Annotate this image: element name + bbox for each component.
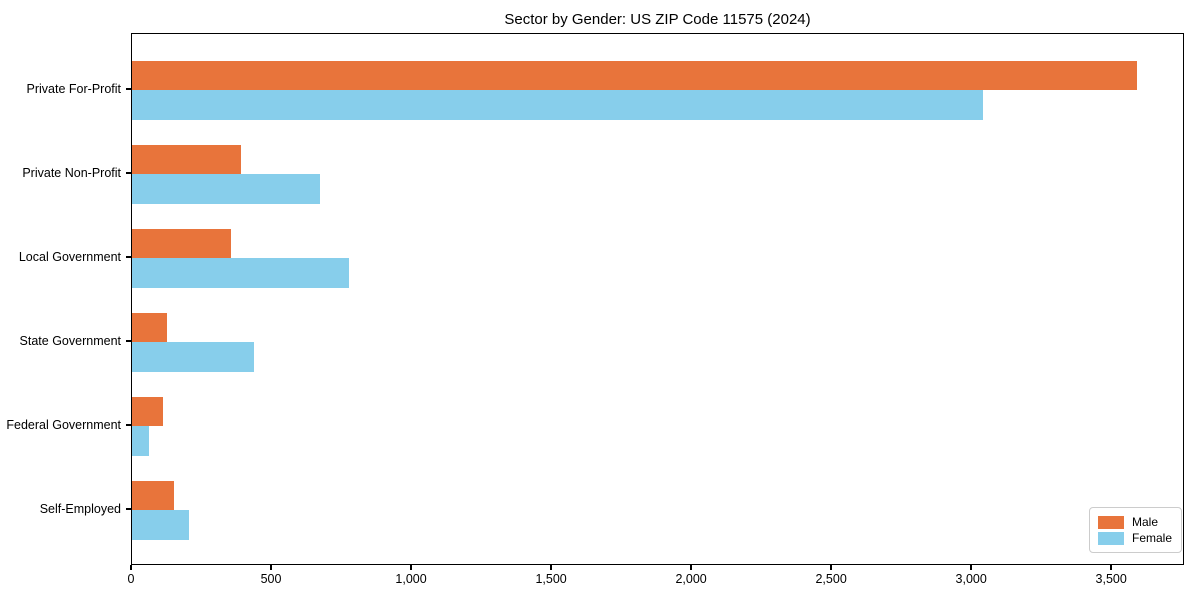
y-axis-tick	[126, 256, 131, 258]
legend: Male Female	[1089, 507, 1182, 553]
bar-male-private-for-profit	[132, 60, 1138, 90]
bar-female-federal-government	[132, 426, 149, 456]
x-axis-tick-label: 1,000	[395, 572, 427, 586]
bar-male-state-government	[132, 312, 167, 342]
y-axis-label-federal-government: Federal Government	[6, 417, 121, 432]
x-axis-tick-label: 3,500	[1095, 572, 1127, 586]
y-axis-label-private-for-profit: Private For-Profit	[26, 81, 121, 96]
x-axis-tick	[830, 565, 832, 570]
bar-female-self-employed	[132, 510, 190, 540]
bar-male-local-government	[132, 228, 232, 258]
y-axis-tick	[126, 508, 131, 510]
legend-swatch-male	[1098, 515, 1124, 529]
bar-female-state-government	[132, 342, 254, 372]
bar-male-private-non-profit	[132, 144, 242, 174]
y-axis-label-self-employed: Self-Employed	[39, 501, 121, 516]
x-axis-tick	[970, 565, 972, 570]
y-axis-label-local-government: Local Government	[18, 249, 121, 264]
x-axis-tick-label: 3,000	[955, 572, 987, 586]
legend-label-female: Female	[1132, 531, 1173, 545]
x-axis-tick	[410, 565, 412, 570]
y-axis-tick	[126, 340, 131, 342]
x-axis-tick	[1110, 565, 1112, 570]
legend-swatch-female	[1098, 531, 1124, 545]
x-axis-tick-label: 1,500	[535, 572, 567, 586]
plot-area	[131, 33, 1184, 565]
x-axis-tick-label: 2,500	[815, 572, 847, 586]
bar-male-federal-government	[132, 396, 163, 426]
chart-title: Sector by Gender: US ZIP Code 11575 (202…	[504, 11, 811, 28]
bar-female-private-for-profit	[132, 90, 984, 120]
bar-female-local-government	[132, 258, 349, 288]
y-axis-label-private-non-profit: Private Non-Profit	[22, 165, 121, 180]
x-axis-tick	[690, 565, 692, 570]
x-axis-tick-label: 500	[260, 572, 282, 586]
bar-female-private-non-profit	[132, 174, 320, 204]
x-axis-tick-label: 0	[127, 572, 135, 586]
y-axis-tick	[126, 424, 131, 426]
bar-male-self-employed	[132, 480, 174, 510]
legend-item-male: Male	[1098, 515, 1173, 529]
y-axis-tick	[126, 172, 131, 174]
y-axis-label-state-government: State Government	[19, 333, 121, 348]
legend-label-male: Male	[1132, 515, 1159, 529]
legend-item-female: Female	[1098, 531, 1173, 545]
y-axis-tick	[126, 88, 131, 90]
x-axis-tick	[270, 565, 272, 570]
x-axis-tick	[550, 565, 552, 570]
x-axis-tick-label: 2,000	[675, 572, 707, 586]
x-axis-tick	[130, 565, 132, 570]
